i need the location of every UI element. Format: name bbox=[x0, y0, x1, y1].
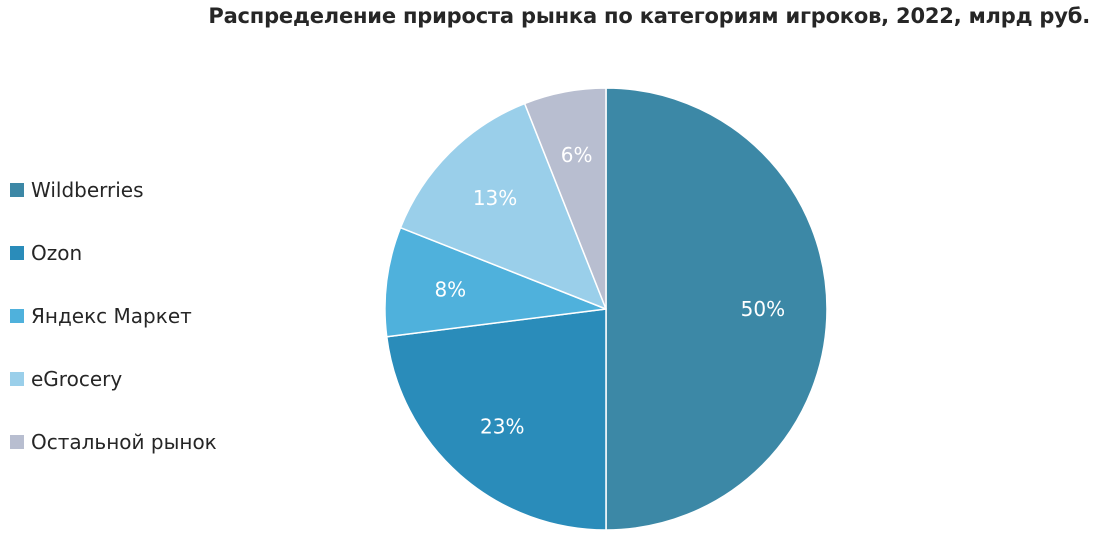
legend-swatch-egrocery bbox=[10, 372, 24, 386]
data-label-wildberries: 50% bbox=[741, 297, 785, 321]
pie-slice-egrocery bbox=[399, 102, 607, 310]
legend-item-other-market: Остальной рынок bbox=[10, 426, 217, 458]
pie-labels: 50% 23% 8% 13% 6% bbox=[434, 143, 785, 439]
legend-swatch-other-market bbox=[10, 435, 24, 449]
data-label-ozon: 23% bbox=[480, 415, 524, 439]
legend: Wildberries Ozon Яндекс Маркет eGrocery … bbox=[10, 174, 217, 489]
legend-swatch-wildberries bbox=[10, 183, 24, 197]
data-label-egrocery: 13% bbox=[473, 186, 517, 210]
legend-item-egrocery: eGrocery bbox=[10, 363, 217, 395]
pie-slice-other-market bbox=[523, 87, 607, 310]
legend-swatch-yandex-market bbox=[10, 309, 24, 323]
pie-slice-ozon bbox=[385, 308, 607, 531]
pie-slice-wildberries bbox=[605, 87, 828, 531]
legend-swatch-ozon bbox=[10, 246, 24, 260]
pie-slice-yandex-market bbox=[384, 226, 607, 338]
legend-item-yandex-market: Яндекс Маркет bbox=[10, 300, 217, 332]
data-label-other-market: 6% bbox=[561, 143, 593, 167]
data-label-yandex-market: 8% bbox=[434, 277, 466, 301]
legend-item-ozon: Ozon bbox=[10, 237, 217, 269]
legend-label-ozon: Ozon bbox=[31, 241, 83, 265]
legend-label-yandex-market: Яндекс Маркет bbox=[31, 304, 192, 328]
chart-title: Распределение прироста рынка по категори… bbox=[208, 4, 1090, 28]
pie-slices bbox=[384, 87, 828, 531]
legend-label-other-market: Остальной рынок bbox=[31, 430, 217, 454]
legend-label-egrocery: eGrocery bbox=[31, 367, 123, 391]
legend-label-wildberries: Wildberries bbox=[31, 178, 144, 202]
legend-item-wildberries: Wildberries bbox=[10, 174, 217, 206]
